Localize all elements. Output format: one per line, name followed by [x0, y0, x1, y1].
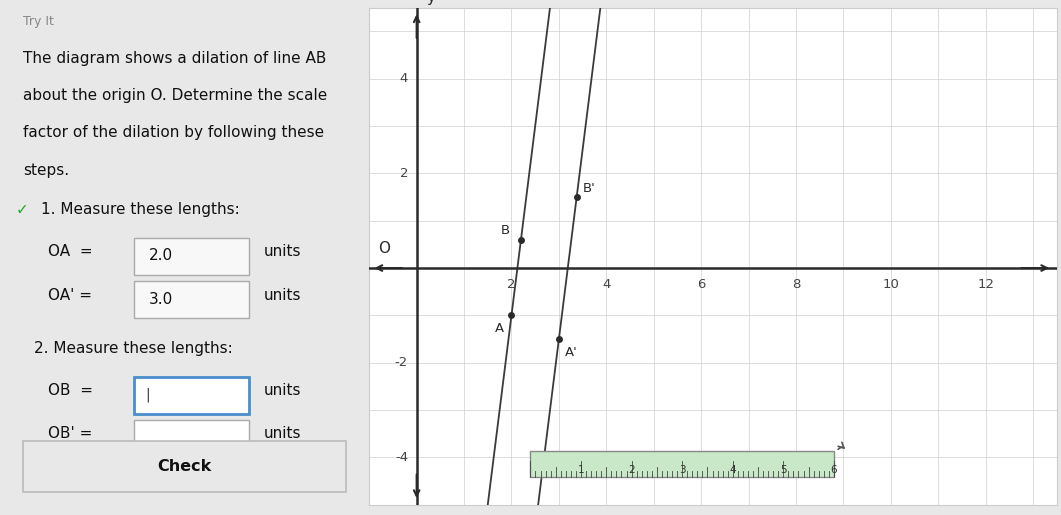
FancyBboxPatch shape	[530, 452, 834, 477]
Text: 2: 2	[400, 167, 408, 180]
Bar	[135, 238, 249, 275]
Text: Try It: Try It	[23, 15, 54, 28]
Bar	[23, 441, 346, 492]
Text: 6: 6	[831, 466, 837, 475]
Text: 1. Measure these lengths:: 1. Measure these lengths:	[41, 202, 240, 217]
Text: 12: 12	[977, 279, 994, 291]
Text: OA' =: OA' =	[49, 287, 92, 303]
Text: ✓: ✓	[16, 202, 29, 217]
Text: 2: 2	[628, 466, 634, 475]
Text: OA  =: OA =	[49, 244, 93, 259]
Text: The diagram shows a dilation of line AB: The diagram shows a dilation of line AB	[23, 51, 327, 66]
Text: |: |	[145, 387, 150, 402]
Text: O: O	[379, 241, 390, 256]
Text: OB' =: OB' =	[49, 426, 92, 441]
Text: factor of the dilation by following these: factor of the dilation by following thes…	[23, 126, 325, 141]
Text: OB  =: OB =	[49, 383, 93, 398]
Text: 5: 5	[780, 466, 786, 475]
Text: units: units	[263, 383, 301, 398]
Text: A: A	[494, 322, 504, 335]
Text: y: y	[427, 0, 435, 5]
Text: A': A'	[564, 346, 577, 359]
Text: -4: -4	[395, 451, 408, 464]
Text: 3: 3	[679, 466, 685, 475]
Bar	[135, 282, 249, 318]
Text: Check: Check	[157, 459, 212, 474]
Bar	[135, 420, 249, 457]
Text: 2. Measure these lengths:: 2. Measure these lengths:	[34, 341, 232, 356]
Text: 4: 4	[400, 72, 408, 85]
Text: 8: 8	[792, 279, 800, 291]
Text: units: units	[263, 244, 301, 259]
Text: about the origin O. Determine the scale: about the origin O. Determine the scale	[23, 88, 328, 103]
Text: 4: 4	[729, 466, 736, 475]
Text: units: units	[263, 287, 301, 303]
Text: 3.0: 3.0	[149, 291, 173, 306]
Text: 2: 2	[507, 279, 516, 291]
Text: 10: 10	[883, 279, 900, 291]
Bar	[135, 377, 249, 414]
Text: 2.0: 2.0	[149, 248, 173, 263]
Text: 6: 6	[697, 279, 706, 291]
Text: B': B'	[582, 182, 595, 195]
Text: B: B	[501, 224, 510, 237]
Text: units: units	[263, 426, 301, 441]
Text: -2: -2	[395, 356, 408, 369]
Text: 1: 1	[577, 466, 585, 475]
Text: 4: 4	[603, 279, 610, 291]
Text: steps.: steps.	[23, 163, 69, 178]
